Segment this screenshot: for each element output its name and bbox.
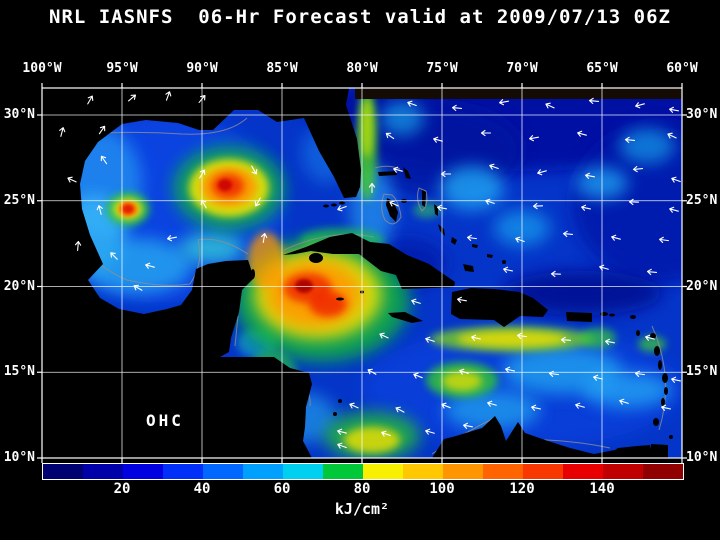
land-andros [386,198,398,222]
land-hispaniola [451,288,548,327]
map-svg [37,83,687,463]
colorbar-segment [563,464,603,479]
y-tick-label: 30°N [3,107,35,122]
x-tick-label: 100°W [22,61,62,76]
land-trinidad [651,444,668,458]
latitude-axis-left: 30°N 25°N 20°N 15°N 10°N [0,88,37,465]
colorbar-tick-label: 80 [353,481,371,497]
current-vector-arrows [59,91,681,449]
colorbar-segment [523,464,563,479]
x-tick-label: 85°W [266,61,298,76]
colorbar-segment [363,464,403,479]
colorbar-tick-label: 120 [509,481,535,497]
colorbar-tick-labels: 20 40 60 80 100 120 140 [42,481,682,497]
x-tick-label: 80°W [346,61,378,76]
colorbar-segment [483,464,523,479]
colorbar-segment [403,464,443,479]
land-grand-bahama [378,171,397,176]
land-puerto-rico [566,312,592,322]
colorbar-unit-label: kJ/cm² [334,500,390,518]
colorbar-segment [123,464,163,479]
page-title: NRL IASNFS 06-Hr Forecast valid at 2009/… [49,6,671,28]
x-tick-label: 60°W [666,61,698,76]
colorbar-segment [643,464,683,479]
land-mayaguana [472,244,478,248]
y-tick-label: 30°N [686,107,718,122]
x-tick-label: 75°W [426,61,458,76]
colorbar-tick-label: 40 [193,481,211,497]
longitude-axis-top: 100°W 95°W 90°W 85°W 80°W 75°W 70°W 65°W 60°W [22,61,697,77]
y-tick-label: 10°N [686,450,718,465]
x-tick-label: 90°W [186,61,218,76]
colorbar-tick-label: 20 [113,481,131,497]
y-tick-label: 20°N [3,278,35,294]
colorbar-segment [43,464,83,479]
colorbar-segment [603,464,643,479]
x-tick-label: 65°W [586,61,618,76]
y-tick-label: 25°N [3,192,35,208]
y-tick-label: 15°N [686,364,718,380]
colorbar-tick-label: 60 [273,481,291,497]
map-layers [42,88,682,458]
colorbar-segment [83,464,123,479]
y-tick-label: 15°N [3,364,35,380]
land-great-inagua [463,264,474,272]
land-cat-island [434,204,438,216]
x-tick-label: 70°W [506,61,538,76]
colorbar-segment [163,464,203,479]
land-jamaica [388,312,423,323]
axis-ticks [37,83,687,463]
land-long-island [438,224,445,236]
land-abaco [403,167,411,179]
land-south-america [432,416,653,458]
colorbar-segment [323,464,363,479]
land-cuba [283,233,455,289]
colorbar [42,463,684,480]
colorbar-segment [243,464,283,479]
colorbar-tick-label: 100 [429,481,455,497]
colorbar-tick-label: 140 [589,481,615,497]
y-tick-label: 10°N [3,450,35,465]
latitude-axis-right: 30°N 25°N 20°N 15°N 10°N [686,88,720,465]
colorbar-segment [203,464,243,479]
land-eleuthera [422,190,426,207]
field-label: OHC [146,411,184,430]
y-tick-label: 25°N [686,192,718,208]
domain-boundary-strip [355,88,682,99]
map-canvas [37,83,687,463]
colorbar-segment [283,464,323,479]
land-caicos [487,254,493,258]
graticule [42,88,682,458]
colorbar-segment [443,464,483,479]
land-acklins [451,237,457,245]
y-tick-label: 20°N [686,278,718,294]
x-tick-label: 95°W [106,61,138,76]
